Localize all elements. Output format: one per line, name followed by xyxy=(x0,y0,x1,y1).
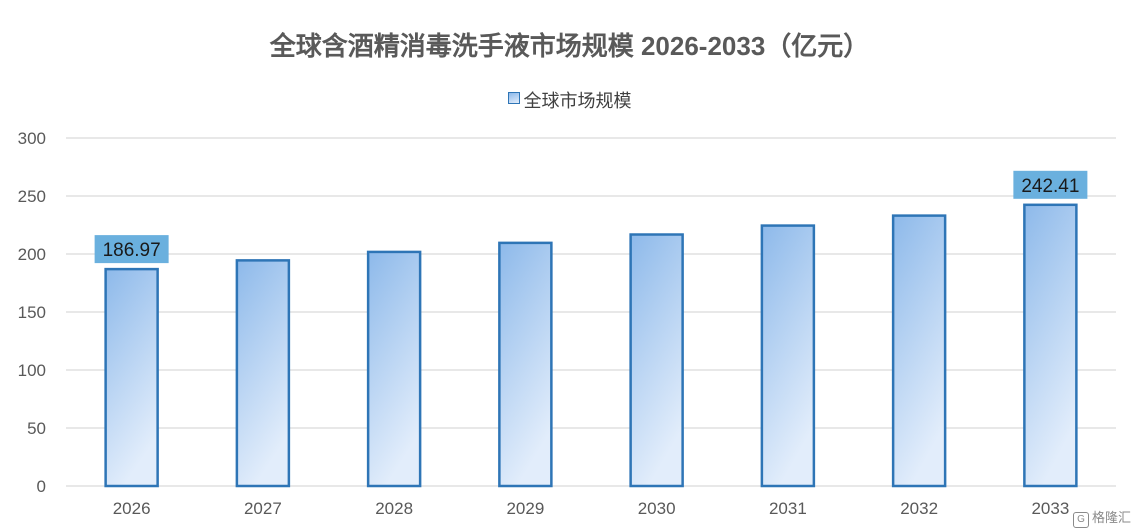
bar-2033 xyxy=(1023,203,1078,488)
watermark: G 格隆汇 xyxy=(1072,507,1131,528)
bar-2028 xyxy=(366,250,422,488)
data-label-box xyxy=(1013,170,1088,199)
y-tick-label: 250 xyxy=(18,187,46,206)
x-tick-label: 2028 xyxy=(375,499,413,518)
x-tick-label: 2031 xyxy=(769,499,807,518)
x-tick-label: 2026 xyxy=(113,499,151,518)
x-tick-label: 2033 xyxy=(1031,499,1069,518)
y-tick-label: 200 xyxy=(18,245,46,264)
bar-2030 xyxy=(629,233,684,488)
y-tick-label: 150 xyxy=(18,303,46,322)
data-label-box xyxy=(94,235,169,264)
bar-2026 xyxy=(104,267,159,488)
y-tick-label: 0 xyxy=(37,477,46,496)
watermark-text: 格隆汇 xyxy=(1091,510,1131,525)
y-tick-label: 300 xyxy=(18,129,46,148)
watermark-logo-icon: G xyxy=(1072,512,1089,528)
bar-2029 xyxy=(498,241,553,488)
bar-2031 xyxy=(760,224,816,488)
legend-swatch xyxy=(507,92,520,104)
y-tick-label: 50 xyxy=(27,419,46,438)
chart-title: 全球含酒精消毒洗手液市场规模 2026-2033（亿元） xyxy=(269,31,870,61)
data-label: 186.97 xyxy=(103,240,161,261)
data-label: 242.41 xyxy=(1021,176,1079,197)
legend-label: 全球市场规模 xyxy=(523,91,632,111)
y-tick-label: 100 xyxy=(18,361,46,380)
bar-2032 xyxy=(891,214,947,488)
x-tick-label: 2032 xyxy=(900,499,938,518)
bar-2027 xyxy=(235,259,291,488)
x-tick-label: 2030 xyxy=(638,499,676,518)
x-tick-label: 2027 xyxy=(244,499,282,518)
x-tick-label: 2029 xyxy=(506,499,544,518)
legend: 全球市场规模 xyxy=(0,87,1139,113)
